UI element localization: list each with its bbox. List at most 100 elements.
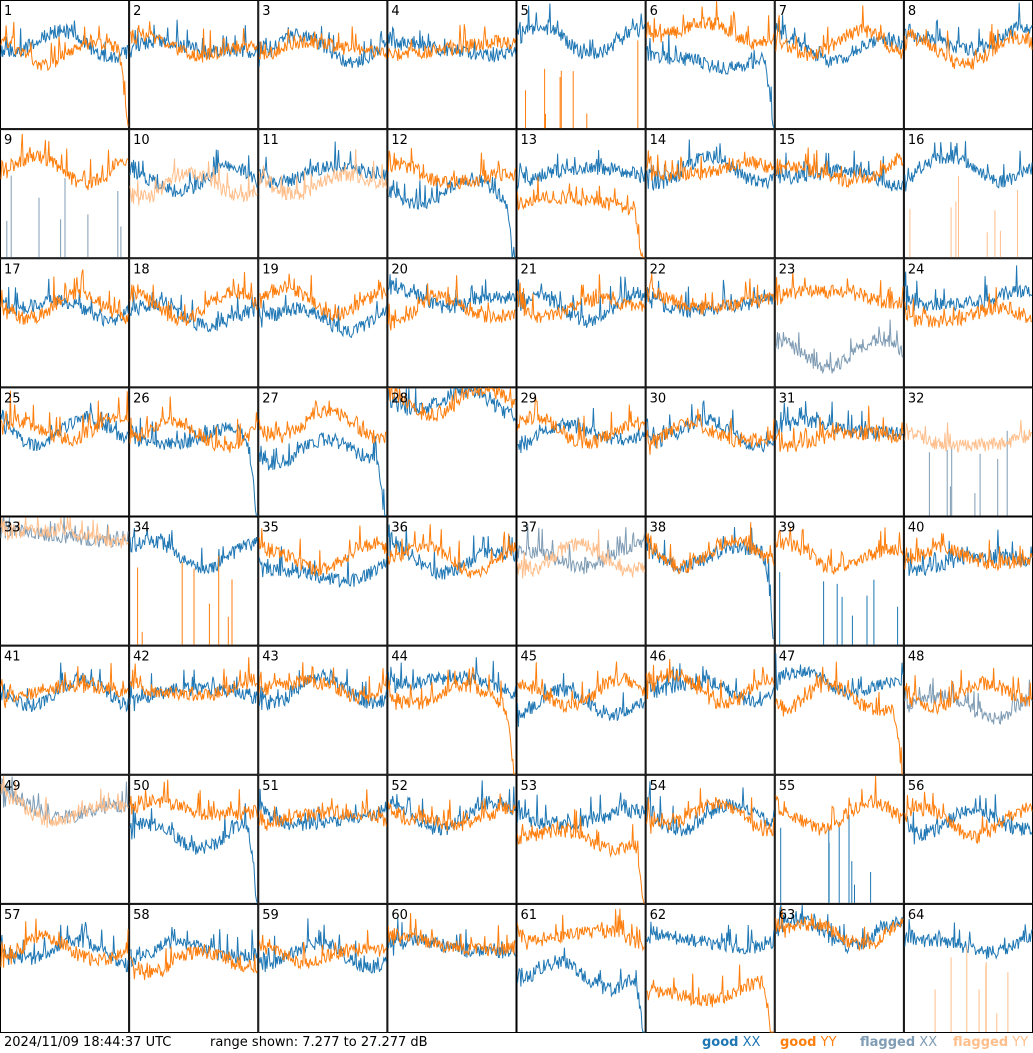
panel-16: 16 bbox=[903, 129, 1033, 259]
series-xx-line bbox=[904, 141, 1033, 192]
panel-43: 43 bbox=[258, 645, 388, 775]
panel-number: 53 bbox=[521, 779, 538, 794]
series-yy-line bbox=[775, 147, 904, 189]
panel-59: 59 bbox=[258, 903, 388, 1033]
panel-40: 40 bbox=[903, 516, 1033, 646]
series-yy-line bbox=[258, 929, 387, 970]
panel-22: 22 bbox=[645, 258, 775, 388]
series-yy-line bbox=[258, 26, 387, 60]
panel-number: 8 bbox=[908, 4, 916, 19]
panel-number: 29 bbox=[521, 391, 538, 406]
panel-13: 13 bbox=[516, 129, 646, 259]
panel-frame bbox=[387, 645, 517, 775]
panel-frame bbox=[129, 645, 259, 775]
series-yy-line bbox=[387, 275, 516, 331]
series-yy-line bbox=[0, 517, 129, 549]
panel-number: 62 bbox=[650, 908, 667, 923]
panel-frame bbox=[387, 903, 517, 1033]
panel-number: 54 bbox=[650, 779, 667, 794]
panel-number: 31 bbox=[779, 391, 796, 406]
series-yy-line bbox=[646, 964, 774, 1033]
panel-12: 12 bbox=[387, 129, 517, 259]
panel-number: 20 bbox=[391, 262, 408, 277]
series-yy-line bbox=[775, 661, 903, 775]
panel-number: 37 bbox=[521, 521, 538, 536]
panel-frame bbox=[516, 387, 646, 517]
series-yy-line bbox=[517, 809, 645, 904]
series-yy-line bbox=[258, 525, 387, 577]
panel-55: 55 bbox=[774, 774, 904, 904]
series-xx-line bbox=[646, 781, 775, 837]
series-xx-line bbox=[129, 528, 258, 575]
series-yy-line bbox=[0, 21, 129, 127]
panel-frame bbox=[129, 774, 259, 904]
series-xx-line bbox=[387, 25, 516, 63]
panel-frame bbox=[645, 774, 775, 904]
panel-number: 51 bbox=[262, 779, 279, 794]
panel-number: 63 bbox=[779, 908, 796, 923]
series-yy-line bbox=[775, 271, 904, 309]
panel-number: 11 bbox=[262, 133, 279, 148]
series-xx-line bbox=[0, 517, 129, 549]
series-yy-line bbox=[646, 408, 775, 455]
series-yy-line bbox=[0, 133, 129, 191]
series-yy-line bbox=[517, 176, 645, 258]
legend-flagged-yy-word: flagged bbox=[953, 1035, 1009, 1050]
panel-frame bbox=[387, 129, 517, 259]
series-xx-line bbox=[775, 401, 904, 440]
series-xx-line bbox=[904, 794, 1033, 845]
series-xx-line bbox=[646, 921, 775, 955]
panel-frame bbox=[903, 258, 1033, 388]
panel-frame bbox=[258, 774, 388, 904]
panel-frame bbox=[0, 903, 130, 1033]
series-xx-line bbox=[780, 814, 872, 903]
panel-number: 41 bbox=[4, 650, 21, 665]
series-yy-line bbox=[904, 23, 1033, 70]
panel-54: 54 bbox=[645, 774, 775, 904]
series-yy-line bbox=[387, 666, 516, 775]
panel-34: 34 bbox=[129, 516, 259, 646]
panel-39: 39 bbox=[774, 516, 904, 646]
panel-number: 24 bbox=[908, 262, 925, 277]
series-xx-line bbox=[517, 673, 646, 727]
panel-32: 32 bbox=[903, 387, 1033, 517]
series-yy-line bbox=[517, 529, 646, 579]
series-xx-line bbox=[387, 524, 516, 581]
series-yy-line bbox=[775, 5, 904, 61]
panel-35: 35 bbox=[258, 516, 388, 646]
panel-frame bbox=[645, 387, 775, 517]
panel-50: 50 bbox=[129, 774, 259, 904]
series-xx-line bbox=[646, 139, 775, 191]
series-yy-line bbox=[259, 273, 387, 322]
series-xx-line bbox=[0, 776, 129, 825]
series-yy-line bbox=[517, 661, 646, 714]
series-xx-line bbox=[387, 657, 516, 700]
panel-29: 29 bbox=[516, 387, 646, 517]
legend-good-xx-word: good bbox=[702, 1035, 739, 1050]
series-yy-line bbox=[258, 400, 387, 445]
panel-number: 27 bbox=[262, 391, 279, 406]
panel-number: 5 bbox=[521, 4, 529, 19]
panel-frame bbox=[258, 387, 388, 517]
panel-number: 7 bbox=[779, 4, 787, 19]
panel-44: 44 bbox=[387, 645, 517, 775]
series-yy-line bbox=[0, 269, 129, 325]
series-yy-line bbox=[0, 390, 129, 447]
panel-number: 47 bbox=[779, 650, 796, 665]
panel-31: 31 bbox=[774, 387, 904, 517]
panel-frame bbox=[258, 903, 388, 1033]
panel-frame bbox=[129, 903, 259, 1033]
panel-53: 53 bbox=[516, 774, 646, 904]
series-yy-line bbox=[904, 791, 1033, 845]
panel-58: 58 bbox=[129, 903, 259, 1033]
series-xx-line bbox=[646, 32, 775, 129]
panel-21: 21 bbox=[516, 258, 646, 388]
panel-frame bbox=[645, 516, 775, 646]
panel-64: 64 bbox=[903, 903, 1033, 1033]
panel-number: 45 bbox=[521, 650, 538, 665]
panel-number: 44 bbox=[391, 650, 408, 665]
panel-frame bbox=[903, 516, 1033, 646]
panel-number: 61 bbox=[521, 908, 538, 923]
panel-42: 42 bbox=[129, 645, 259, 775]
panel-frame bbox=[903, 903, 1033, 1033]
